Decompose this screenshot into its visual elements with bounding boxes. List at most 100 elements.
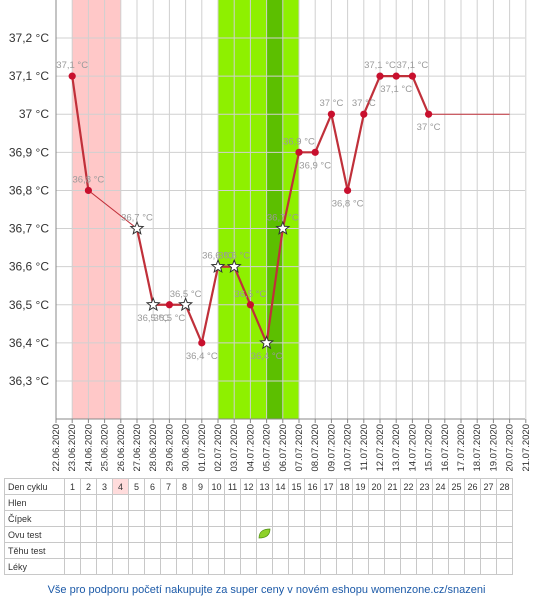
table-cell[interactable]	[272, 494, 289, 511]
table-cell[interactable]	[144, 542, 161, 559]
table-cell[interactable]	[272, 558, 289, 575]
table-cell[interactable]	[288, 558, 305, 575]
table-cell[interactable]	[368, 558, 385, 575]
table-cell[interactable]	[128, 526, 145, 543]
table-cell[interactable]	[320, 510, 337, 527]
table-cell[interactable]	[64, 558, 81, 575]
table-cell[interactable]	[112, 494, 129, 511]
table-cell[interactable]	[304, 526, 321, 543]
table-cell[interactable]	[416, 542, 433, 559]
table-cell[interactable]	[208, 494, 225, 511]
table-cell[interactable]	[80, 494, 97, 511]
cycle-day-cell[interactable]: 21	[384, 478, 401, 495]
table-cell[interactable]	[208, 510, 225, 527]
table-cell[interactable]	[112, 510, 129, 527]
table-cell[interactable]	[496, 510, 513, 527]
table-cell[interactable]	[416, 526, 433, 543]
table-cell[interactable]	[352, 510, 369, 527]
table-cell[interactable]	[112, 542, 129, 559]
cycle-day-cell[interactable]: 18	[336, 478, 353, 495]
table-cell[interactable]	[224, 494, 241, 511]
table-cell[interactable]	[304, 494, 321, 511]
table-cell[interactable]	[176, 494, 193, 511]
cycle-day-cell[interactable]: 9	[192, 478, 209, 495]
cycle-day-cell[interactable]: 25	[448, 478, 465, 495]
cycle-day-cell[interactable]: 1	[64, 478, 81, 495]
table-cell[interactable]	[240, 526, 257, 543]
table-cell[interactable]	[400, 510, 417, 527]
table-cell[interactable]	[384, 542, 401, 559]
table-cell[interactable]	[176, 510, 193, 527]
table-cell[interactable]	[464, 510, 481, 527]
table-cell[interactable]	[256, 526, 273, 543]
cycle-day-cell[interactable]: 26	[464, 478, 481, 495]
table-cell[interactable]	[496, 542, 513, 559]
table-cell[interactable]	[480, 542, 497, 559]
cycle-day-cell[interactable]: 15	[288, 478, 305, 495]
table-cell[interactable]	[272, 542, 289, 559]
cycle-day-cell[interactable]: 6	[144, 478, 161, 495]
table-cell[interactable]	[432, 558, 449, 575]
cycle-day-cell[interactable]: 12	[240, 478, 257, 495]
table-cell[interactable]	[352, 494, 369, 511]
table-cell[interactable]	[64, 542, 81, 559]
table-cell[interactable]	[224, 510, 241, 527]
cycle-day-cell[interactable]: 10	[208, 478, 225, 495]
table-cell[interactable]	[480, 510, 497, 527]
cycle-day-cell[interactable]: 22	[400, 478, 417, 495]
table-cell[interactable]	[208, 526, 225, 543]
table-cell[interactable]	[176, 526, 193, 543]
table-cell[interactable]	[496, 494, 513, 511]
table-cell[interactable]	[464, 494, 481, 511]
table-cell[interactable]	[240, 510, 257, 527]
table-cell[interactable]	[224, 526, 241, 543]
cycle-day-cell[interactable]: 27	[480, 478, 497, 495]
table-cell[interactable]	[432, 542, 449, 559]
table-cell[interactable]	[176, 542, 193, 559]
table-cell[interactable]	[128, 494, 145, 511]
table-cell[interactable]	[304, 542, 321, 559]
table-cell[interactable]	[240, 494, 257, 511]
cycle-day-cell[interactable]: 17	[320, 478, 337, 495]
table-cell[interactable]	[448, 494, 465, 511]
table-cell[interactable]	[416, 494, 433, 511]
table-cell[interactable]	[160, 558, 177, 575]
table-cell[interactable]	[256, 542, 273, 559]
table-cell[interactable]	[192, 510, 209, 527]
table-cell[interactable]	[496, 558, 513, 575]
table-cell[interactable]	[304, 510, 321, 527]
table-cell[interactable]	[192, 542, 209, 559]
table-cell[interactable]	[256, 558, 273, 575]
table-cell[interactable]	[336, 494, 353, 511]
cycle-day-cell[interactable]: 8	[176, 478, 193, 495]
table-cell[interactable]	[448, 558, 465, 575]
table-cell[interactable]	[336, 542, 353, 559]
table-cell[interactable]	[208, 558, 225, 575]
table-cell[interactable]	[144, 494, 161, 511]
table-cell[interactable]	[96, 558, 113, 575]
table-cell[interactable]	[304, 558, 321, 575]
table-cell[interactable]	[80, 542, 97, 559]
table-cell[interactable]	[288, 542, 305, 559]
table-cell[interactable]	[320, 526, 337, 543]
table-cell[interactable]	[480, 558, 497, 575]
table-cell[interactable]	[128, 558, 145, 575]
table-cell[interactable]	[464, 526, 481, 543]
table-cell[interactable]	[432, 510, 449, 527]
table-cell[interactable]	[144, 526, 161, 543]
table-cell[interactable]	[336, 510, 353, 527]
table-cell[interactable]	[224, 558, 241, 575]
table-cell[interactable]	[192, 526, 209, 543]
table-cell[interactable]	[320, 494, 337, 511]
table-cell[interactable]	[64, 526, 81, 543]
table-cell[interactable]	[128, 510, 145, 527]
cycle-day-cell[interactable]: 4	[112, 478, 129, 495]
table-cell[interactable]	[448, 526, 465, 543]
cycle-day-cell[interactable]: 20	[368, 478, 385, 495]
table-cell[interactable]	[160, 510, 177, 527]
table-cell[interactable]	[400, 526, 417, 543]
cycle-day-cell[interactable]: 19	[352, 478, 369, 495]
table-cell[interactable]	[64, 510, 81, 527]
table-cell[interactable]	[144, 510, 161, 527]
table-cell[interactable]	[192, 558, 209, 575]
